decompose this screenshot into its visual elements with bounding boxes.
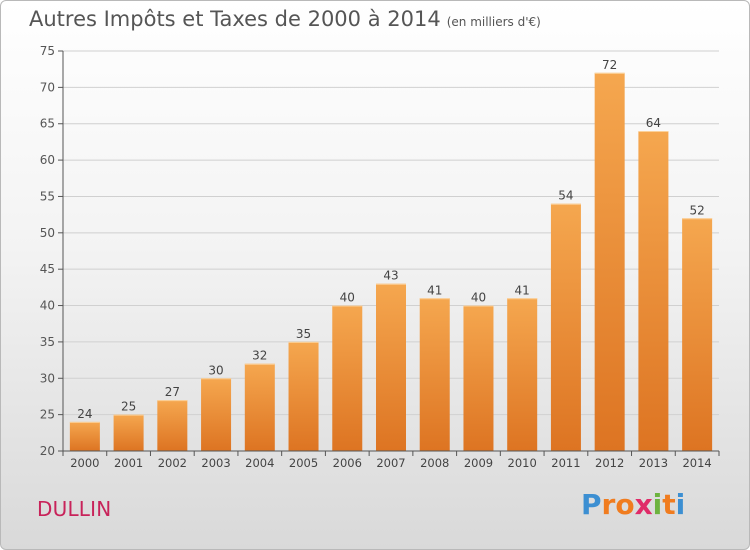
x-tick-label: 2007: [376, 456, 405, 470]
bar: [332, 305, 363, 451]
bar-layer: 24 25 27 30 32 35 40 43 41 40 41 54 72 64 52: [69, 58, 713, 452]
chart-subtitle: (en milliers d'€): [446, 15, 541, 29]
x-tick-label: 2014: [682, 456, 711, 470]
y-tick-label: 75: [40, 44, 55, 58]
location-label: DULLIN: [37, 497, 112, 521]
bar: [157, 400, 188, 451]
x-tick-label: 2002: [158, 456, 187, 470]
bar: [550, 203, 581, 451]
bar: [69, 421, 100, 451]
logo-letter: o: [615, 488, 635, 521]
x-tick-label: 2013: [639, 456, 668, 470]
bar: [682, 218, 713, 451]
bar-value-label: 27: [165, 385, 180, 399]
bar-value-label: 52: [689, 203, 704, 217]
bar: [201, 378, 232, 451]
axis-layer: 20 25 30 35 40 45 50 55 60 65 70 75 2000 2001 2002 2003…: [40, 44, 720, 470]
logo-letter: i: [675, 488, 686, 521]
bar-value-label: 64: [646, 116, 661, 130]
bar: [376, 283, 406, 451]
bar-value-label: 40: [340, 291, 355, 305]
bar: [113, 414, 144, 451]
bar: [507, 298, 538, 451]
y-tick-label: 30: [40, 371, 55, 385]
bar-value-label: 72: [602, 58, 617, 72]
bar: [419, 298, 450, 451]
y-tick-label: 45: [40, 262, 55, 276]
x-tick-label: 2008: [420, 456, 449, 470]
y-tick-label: 55: [40, 189, 55, 203]
x-tick-label: 2009: [464, 456, 493, 470]
logo-letter: x: [634, 488, 653, 521]
bar-value-label: 30: [208, 363, 223, 377]
y-tick-label: 40: [40, 299, 55, 313]
bar-value-label: 32: [252, 349, 267, 363]
x-tick-label: 2010: [508, 456, 537, 470]
x-tick-label: 2006: [333, 456, 362, 470]
bar: [288, 341, 319, 451]
x-tick-label: 2005: [289, 456, 318, 470]
y-tick-label: 25: [40, 408, 55, 422]
y-tick-label: 50: [40, 226, 55, 240]
logo-letter: P: [581, 488, 602, 521]
x-tick-label: 2003: [201, 456, 230, 470]
bar: [638, 131, 669, 451]
logo-letter: i: [652, 488, 663, 521]
bar-value-label: 25: [121, 400, 136, 414]
y-tick-label: 60: [40, 153, 55, 167]
bar-value-label: 41: [515, 283, 530, 297]
logo-letter: r: [601, 488, 616, 521]
bar-value-label: 35: [296, 327, 311, 341]
bar: [594, 72, 625, 452]
x-tick-label: 2011: [551, 456, 580, 470]
chart-title: Autres Impôts et Taxes de 2000 à 2014 (en…: [29, 7, 541, 31]
y-tick-label: 20: [40, 444, 55, 458]
y-tick-label: 70: [40, 80, 55, 94]
y-tick-label: 35: [40, 335, 55, 349]
bar: [463, 305, 494, 451]
logo-letter: t: [662, 488, 676, 521]
x-tick-label: 2000: [70, 456, 99, 470]
chart-title-text: Autres Impôts et Taxes de 2000 à 2014: [29, 7, 441, 31]
x-tick-label: 2001: [114, 456, 143, 470]
bar-value-label: 41: [427, 283, 442, 297]
x-tick-label: 2004: [245, 456, 274, 470]
proxiti-logo: Proxiti: [581, 488, 685, 521]
bar-value-label: 43: [383, 269, 398, 283]
bar-value-label: 24: [77, 407, 92, 421]
x-tick-label: 2012: [595, 456, 624, 470]
bar-value-label: 54: [558, 189, 573, 203]
bar: [244, 363, 275, 451]
y-tick-label: 65: [40, 117, 55, 131]
bar-value-label: 40: [471, 291, 486, 305]
